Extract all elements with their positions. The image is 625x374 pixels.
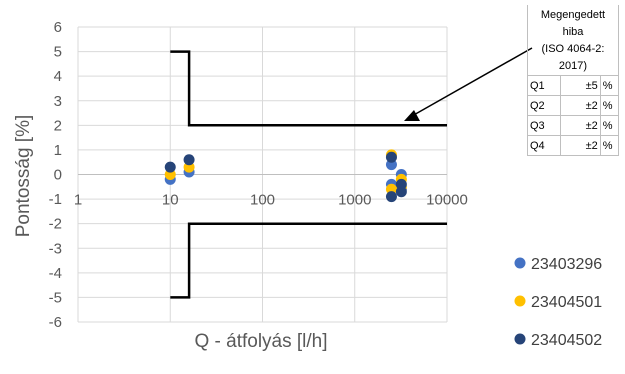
callout-arrow-head xyxy=(404,110,420,121)
y-tick-label: -2 xyxy=(49,216,62,233)
tolerance-table-rows: Q1 ±5 % Q2 ±2 % Q3 ±2 % Q4 ±2 % xyxy=(526,75,620,156)
legend-marker xyxy=(514,257,526,269)
tolerance-unit: % xyxy=(599,95,620,116)
x-tick-label: 10 xyxy=(162,192,179,209)
x-tick-label: 100 xyxy=(250,192,275,209)
tolerance-title-line: (ISO 4064-2: xyxy=(541,43,605,55)
y-tick-label: -5 xyxy=(49,289,62,306)
y-tick-label: 0 xyxy=(54,167,62,184)
tolerance-title-line: Megengedett xyxy=(540,9,606,21)
table-row: Q4 ±2 % xyxy=(526,135,620,156)
gridlines xyxy=(77,26,448,323)
callout-arrow-line xyxy=(411,47,533,117)
y-tick-label: -4 xyxy=(49,265,62,282)
data-points xyxy=(164,149,407,203)
lower-tolerance-limit-line xyxy=(170,222,447,299)
tolerance-unit: % xyxy=(599,115,620,136)
data-point-series-3 xyxy=(385,151,397,163)
y-tick-label: -6 xyxy=(49,314,62,331)
flow-rate-label: Q1 xyxy=(526,75,562,96)
x-axis-title: Q - átfolyás [l/h] xyxy=(194,331,327,352)
y-tick-label: -3 xyxy=(49,240,62,257)
y-axis-title: Pontosság [%] xyxy=(13,115,34,238)
flow-rate-label: Q4 xyxy=(526,135,562,156)
y-tick-label: 3 xyxy=(54,93,62,110)
tolerance-value: ±5 xyxy=(560,75,601,96)
tolerance-value: ±2 xyxy=(560,115,601,136)
flow-rate-label: Q3 xyxy=(526,115,562,136)
tolerance-table: Megengedett hiba (ISO 4064-2: 2017) Q1 ±… xyxy=(526,5,620,156)
table-row: Q3 ±2 % xyxy=(526,115,620,136)
data-point-series-3 xyxy=(395,186,407,198)
tolerance-value: ±2 xyxy=(560,135,601,156)
y-tick-label: 5 xyxy=(54,44,62,61)
tolerance-title-line: hiba xyxy=(562,26,584,38)
data-point-series-3 xyxy=(164,161,176,173)
y-tick-label: 1 xyxy=(54,142,62,159)
data-point-series-3 xyxy=(183,154,195,166)
x-tick-label: 1000 xyxy=(338,192,371,209)
data-point-series-3 xyxy=(385,191,397,203)
y-tick-label: 6 xyxy=(54,19,62,36)
upper-tolerance-limit-line xyxy=(170,50,447,127)
y-tick-label: 4 xyxy=(54,68,62,85)
flow-rate-label: Q2 xyxy=(526,95,562,116)
x-tick-label: 10000 xyxy=(426,192,468,209)
legend-marker xyxy=(514,295,526,307)
tolerance-limit-lines xyxy=(170,50,447,299)
tolerance-table-title: Megengedett hiba (ISO 4064-2: 2017) xyxy=(527,5,619,75)
x-tick-label: 1 xyxy=(74,192,82,209)
tolerance-value: ±2 xyxy=(560,95,601,116)
legend-marker xyxy=(514,333,526,345)
tolerance-unit: % xyxy=(599,75,620,96)
y-tick-label: -1 xyxy=(49,191,62,208)
legend: 23403296 23404501 23404502 xyxy=(514,256,602,349)
legend-label: 23404501 xyxy=(531,294,602,311)
legend-label: 23404502 xyxy=(531,332,602,349)
table-row: Q1 ±5 % xyxy=(526,75,620,96)
table-row: Q2 ±2 % xyxy=(526,95,620,116)
y-tick-label: 2 xyxy=(54,117,62,134)
tolerance-title-line: 2017) xyxy=(558,60,588,72)
legend-label: 23403296 xyxy=(531,256,602,273)
tolerance-unit: % xyxy=(599,135,620,156)
